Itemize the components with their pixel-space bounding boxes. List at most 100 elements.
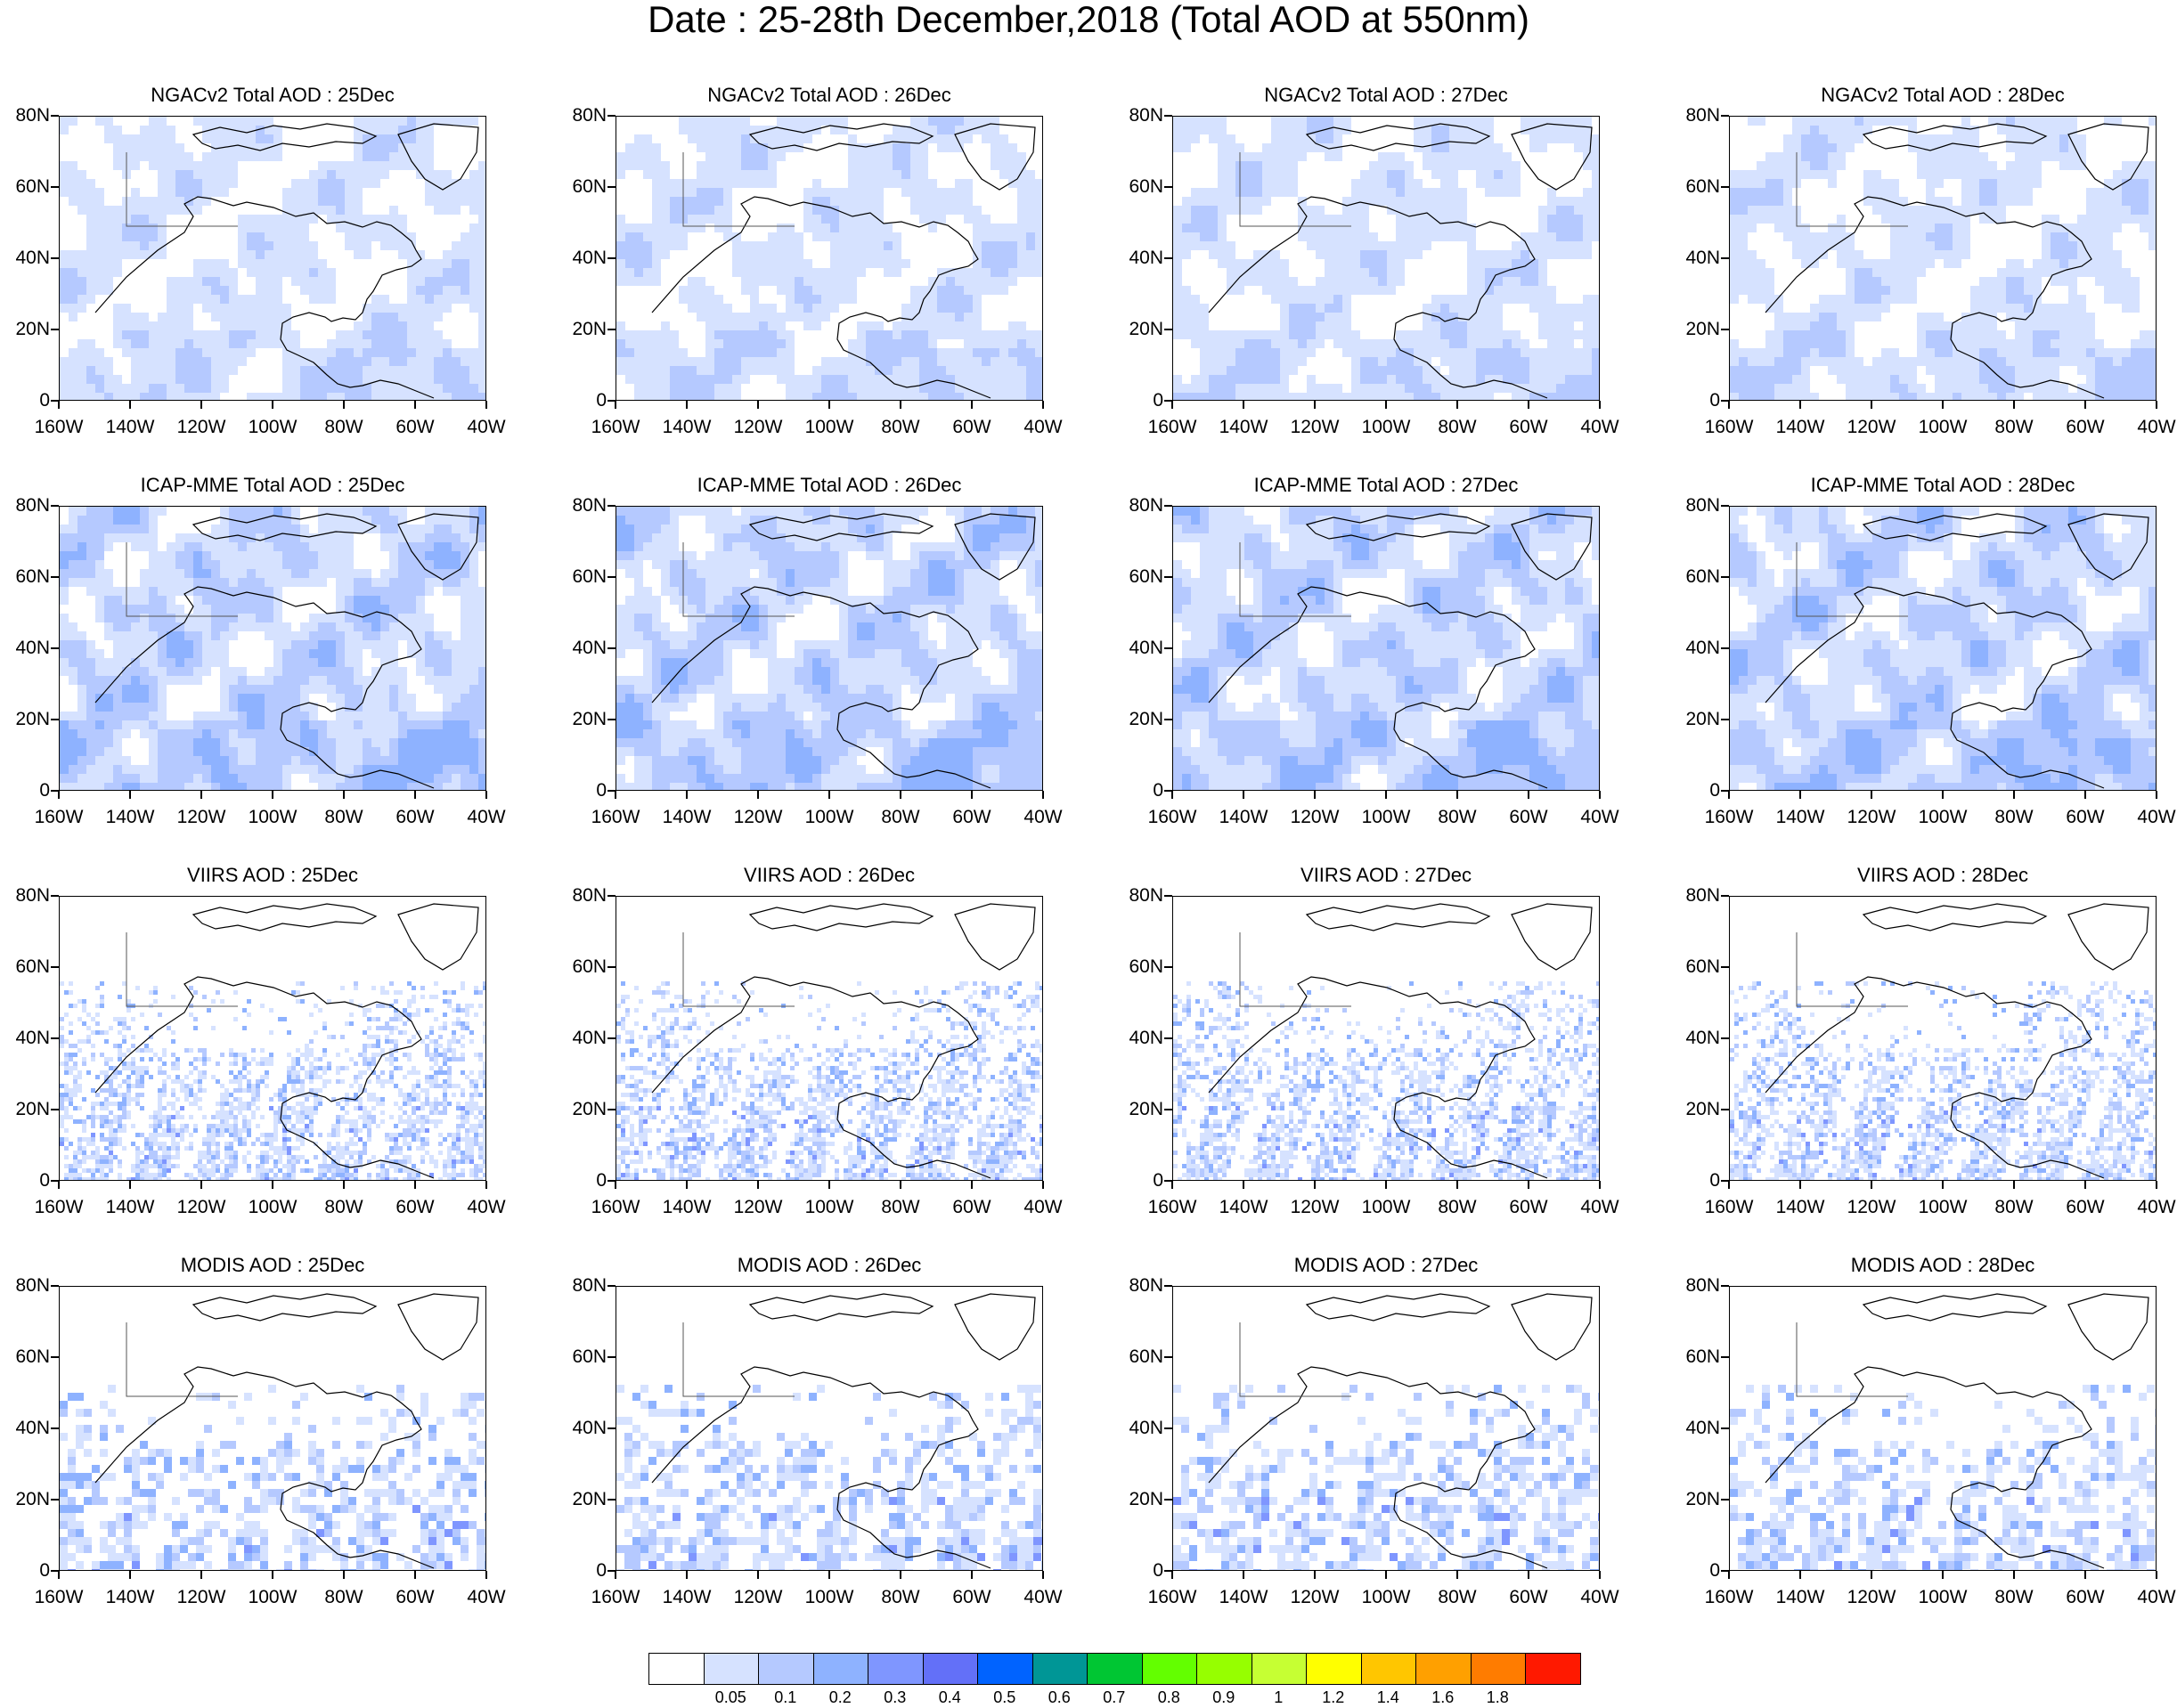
coastline [94,976,435,1179]
panel-title: ICAP-MME Total AOD : 25Dec [140,474,405,496]
panel-title: MODIS AOD : 26Dec [737,1254,922,1276]
lon-tick-label: 140W [1775,1197,1825,1217]
greenland-outline [2067,513,2149,581]
us-canada-border [682,542,795,617]
lat-tick [1721,719,1729,720]
lat-tick-label: 20N [572,1099,607,1119]
lon-tick-label: 140W [105,807,155,827]
map-plot-area [59,116,486,401]
lon-tick-label: 120W [1847,417,1896,437]
us-canada-border [1239,932,1351,1007]
lon-tick-label: 100W [248,417,298,437]
lat-tick-label: 0 [596,1170,607,1191]
lat-tick-label: 0 [39,1170,50,1191]
lon-tick-label: 40W [1023,417,1063,437]
lat-tick [1721,647,1729,649]
aod-field [1730,507,2156,790]
lon-tick-label: 60W [952,1197,991,1217]
lon-tick [1528,401,1529,409]
lat-tick-label: 60N [1129,566,1163,587]
greenland-outline [1511,1293,1593,1361]
map-plot-area [616,1286,1043,1571]
map-plot-area [1729,506,2157,791]
lat-tick-label: 60N [15,1346,50,1367]
lon-tick-label: 120W [1847,1197,1896,1217]
lon-tick [1599,1181,1601,1189]
lon-tick-label: 140W [662,1197,712,1217]
lon-tick [828,791,830,799]
lat-tick [607,257,616,259]
lon-tick-label: 100W [248,807,298,827]
panel-title: ICAP-MME Total AOD : 27Dec [1253,474,1519,496]
lon-tick [615,401,616,409]
colorbar-swatch [977,1653,1033,1685]
panel-title: MODIS AOD : 25Dec [180,1254,365,1276]
lat-tick-label: 20N [1129,1489,1163,1509]
lat-tick-label: 60N [15,566,50,587]
lat-tick [1721,505,1729,507]
coastline [651,1366,991,1569]
lon-tick-label: 160W [591,1587,640,1607]
coastline [1208,196,1548,399]
lat-tick [1164,400,1172,402]
aod-field [616,903,1042,1180]
lat-tick [607,505,616,507]
lon-tick [58,401,60,409]
lon-tick [1942,1181,1944,1189]
lon-tick [971,401,973,409]
lon-tick-label: 120W [733,1197,783,1217]
lat-tick-label: 40N [1685,1028,1720,1048]
aod-field [60,903,485,1180]
aod-field [1730,903,2156,1180]
panel-title: VIIRS AOD : 26Dec [744,864,915,886]
lat-tick-label: 80N [15,105,50,126]
colorbar-label: 0.1 [774,1688,797,1706]
colorbar-swatch [922,1653,979,1685]
lon-tick [272,791,273,799]
lon-tick [1942,1571,1944,1579]
lat-tick-label: 80N [1129,1275,1163,1296]
lon-tick-label: 120W [733,1587,783,1607]
map-plot-area [1729,896,2157,1181]
map-plot-area [1729,1286,2157,1571]
lat-tick [51,400,59,402]
panel-title: VIIRS AOD : 27Dec [1300,864,1472,886]
lat-tick [607,400,616,402]
lat-tick [1164,895,1172,897]
coastline [651,586,991,789]
map-plot-area [616,506,1043,791]
us-canada-border [1796,1322,1908,1397]
lon-tick-label: 140W [1775,807,1825,827]
lat-tick [51,329,59,330]
lat-tick [1164,1427,1172,1429]
lat-tick [607,576,616,578]
lat-tick-label: 60N [1129,956,1163,977]
lon-tick [2156,1571,2157,1579]
lon-tick-label: 160W [591,1197,640,1217]
lat-tick-label: 60N [1685,956,1720,977]
arctic-islands-outline [192,903,378,931]
lon-tick [1243,1571,1244,1579]
lat-tick [1164,1356,1172,1358]
lat-tick-label: 0 [1709,390,1720,411]
aod-field [1730,117,2156,400]
lat-tick [1164,1037,1172,1039]
us-canada-border [1239,542,1351,617]
arctic-islands-outline [1862,123,2048,151]
lon-tick-label: 80W [881,1587,920,1607]
lon-tick-label: 80W [1438,1587,1477,1607]
panel-title: VIIRS AOD : 28Dec [1857,864,2028,886]
lon-tick-label: 140W [1775,1587,1825,1607]
lat-tick-label: 20N [1685,1489,1720,1509]
lat-tick-label: 80N [1685,1275,1720,1296]
lat-tick-label: 40N [15,638,50,658]
aod-field [1173,117,1599,400]
lon-tick-label: 100W [1361,807,1411,827]
colorbar-label: 0.4 [938,1688,961,1706]
lon-tick [1243,1181,1244,1189]
lat-tick-label: 0 [596,780,607,801]
lat-tick-label: 80N [15,495,50,516]
lon-tick-label: 60W [952,807,991,827]
lon-tick-label: 80W [324,1197,363,1217]
arctic-islands-outline [748,123,934,151]
